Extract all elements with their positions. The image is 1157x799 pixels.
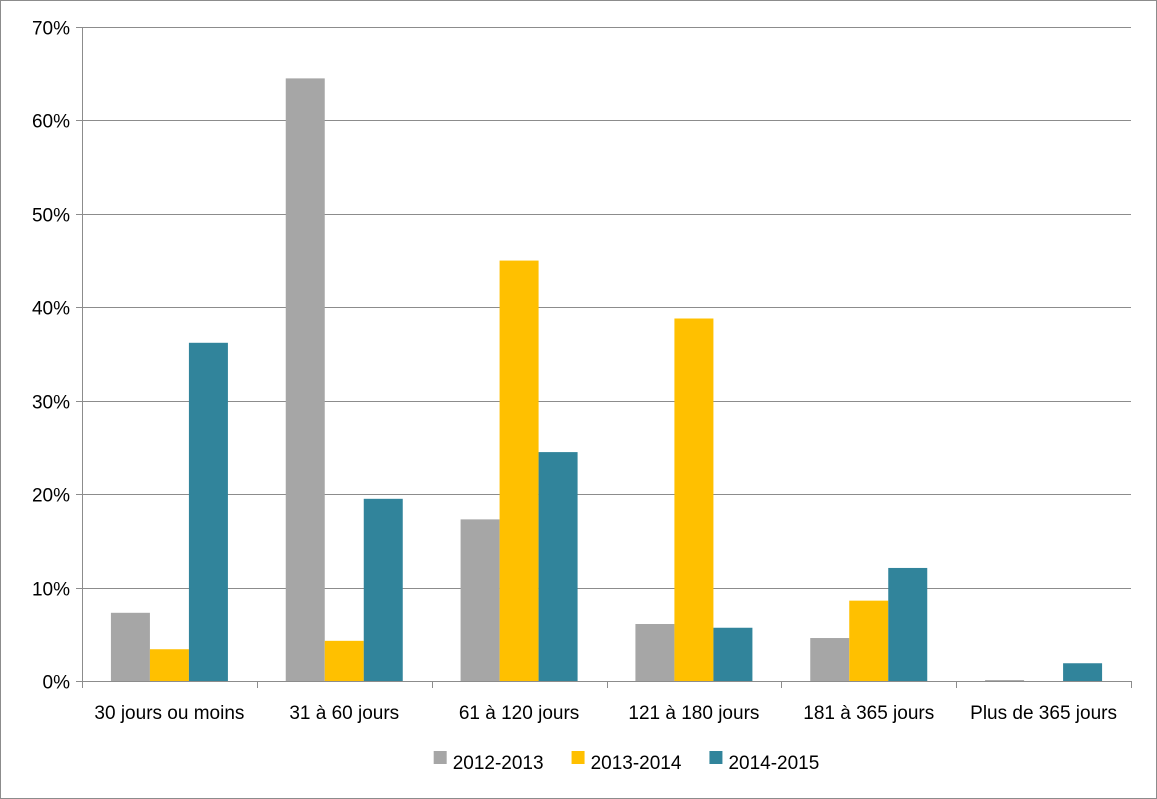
- bars: [110, 78, 1103, 681]
- x-tick-label: 181 à 365 jours: [803, 703, 934, 724]
- legend-swatch: [433, 751, 447, 764]
- bar-2014-2015-3: [713, 627, 753, 681]
- bar-2014-2015-0: [188, 342, 228, 681]
- bar-2013-2014-1: [324, 640, 364, 681]
- legend-swatch: [709, 751, 723, 764]
- bar-2013-2014-2: [499, 260, 539, 681]
- legend-item: 2012-2013: [433, 751, 544, 774]
- legend-item: 2013-2014: [571, 751, 682, 774]
- x-tick-label: 30 jours ou moins: [94, 703, 244, 724]
- legend: 2012-2013 2013-2014 2014-2015: [433, 751, 819, 774]
- y-tick-label: 20%: [32, 486, 70, 507]
- bar-2012-2013-5: [985, 680, 1025, 681]
- y-tick-label: 0%: [43, 673, 71, 694]
- y-tick-label: 30%: [32, 393, 70, 414]
- bar-2013-2014-0: [149, 649, 189, 681]
- legend-label: 2013-2014: [591, 753, 682, 774]
- bar-2012-2013-4: [810, 638, 850, 681]
- bar-2014-2015-2: [538, 452, 578, 681]
- x-tick-label: 61 à 120 jours: [459, 703, 579, 724]
- bar-2014-2015-4: [888, 567, 928, 681]
- bar-2013-2014-3: [674, 318, 714, 681]
- y-axis-tick-labels: 0% 10% 20% 30% 40% 50% 60% 70%: [32, 19, 70, 694]
- x-axis-tick-labels: 30 jours ou moins 31 à 60 jours 61 à 120 j…: [94, 703, 1117, 724]
- bar-2012-2013-3: [635, 624, 675, 681]
- axes: [76, 27, 1132, 688]
- legend-item: 2014-2015: [709, 751, 819, 774]
- y-tick-label: 10%: [32, 580, 70, 601]
- bar-2012-2013-2: [460, 519, 500, 681]
- bar-2013-2014-4: [849, 600, 889, 681]
- bar-2012-2013-1: [285, 78, 325, 681]
- y-tick-label: 40%: [32, 299, 70, 320]
- x-tick-label: 121 à 180 jours: [628, 703, 759, 724]
- legend-label: 2014-2015: [728, 753, 819, 774]
- y-tick-label: 50%: [32, 206, 70, 227]
- legend-label: 2012-2013: [453, 753, 544, 774]
- legend-swatch: [571, 751, 585, 764]
- x-tick-label: 31 à 60 jours: [289, 703, 399, 724]
- y-tick-label: 60%: [32, 112, 70, 133]
- bar-2014-2015-1: [363, 498, 403, 681]
- bar-2014-2015-5: [1063, 663, 1103, 681]
- bar-2012-2013-0: [110, 612, 150, 681]
- y-tick-label: 70%: [32, 19, 70, 40]
- x-tick-label: Plus de 365 jours: [970, 703, 1117, 724]
- gridlines: [82, 27, 1131, 589]
